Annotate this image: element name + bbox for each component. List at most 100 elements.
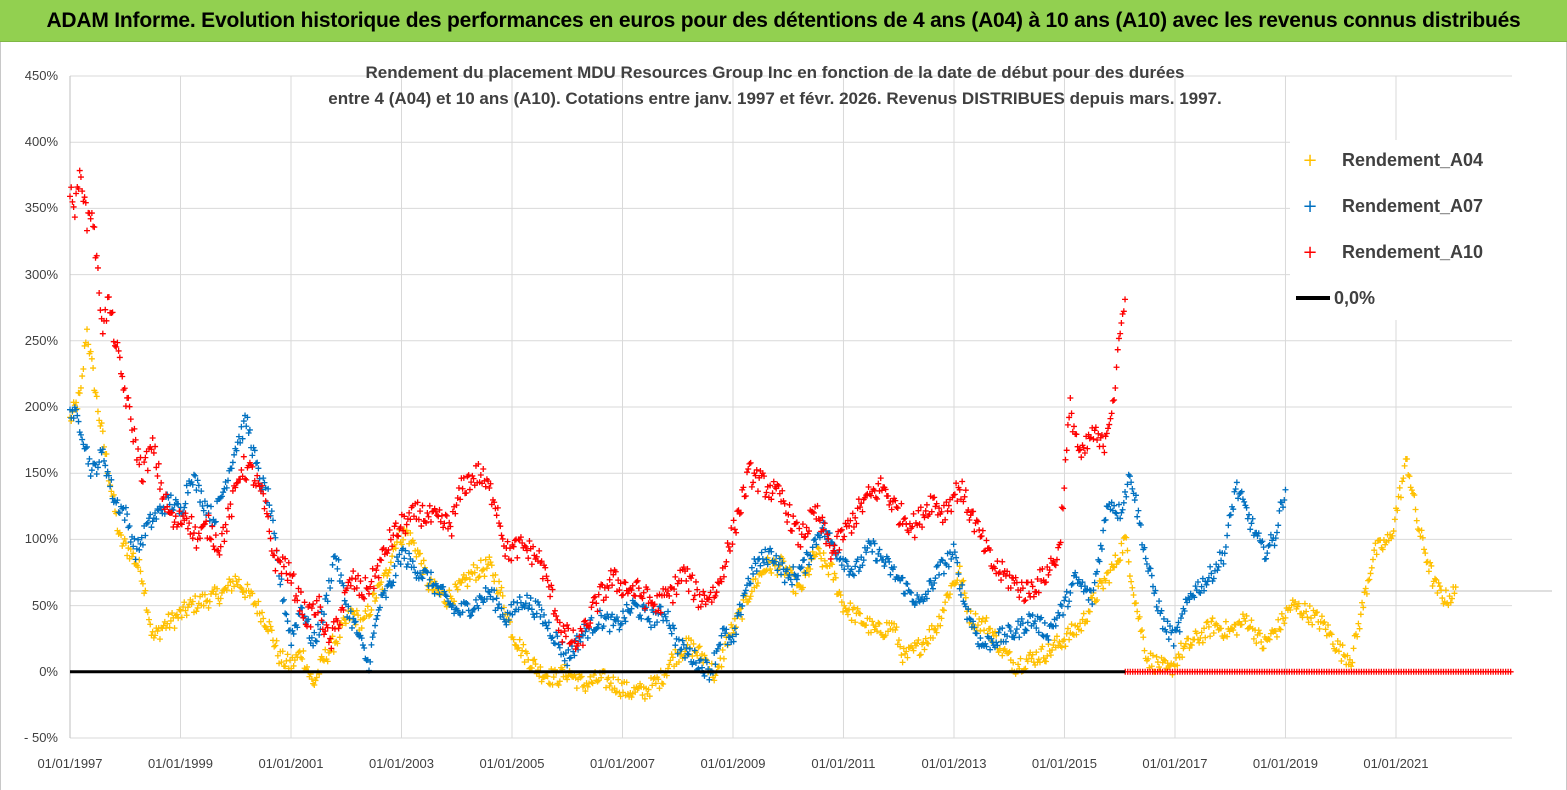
rendement_a07-point (197, 499, 204, 506)
rendement_a04-point (836, 588, 843, 595)
rendement_a07-point (761, 559, 768, 566)
rendement_a07-point (1237, 489, 1244, 496)
rendement_a07-point (869, 548, 876, 555)
rendement_a04-point (93, 393, 100, 400)
rendement_a07-point (98, 449, 105, 456)
rendement_a10-point (207, 536, 214, 543)
rendement_a04-point (1421, 546, 1428, 553)
rendement_a10-point (436, 506, 443, 513)
rendement_a10-point (232, 484, 239, 491)
rendement_a07-point (864, 544, 871, 551)
rendement_a04-point (225, 582, 232, 589)
rendement_a10-point (205, 512, 212, 519)
rendement_a04-point (322, 646, 329, 653)
rendement_a10-point (184, 525, 191, 532)
rendement_a07-point (124, 511, 131, 518)
rendement_a10-point (744, 469, 751, 476)
rendement_a07-point (860, 557, 867, 564)
rendement_a07-point (672, 642, 679, 649)
rendement_a10-point (810, 509, 817, 516)
rendement_a07-point (1072, 569, 1079, 576)
rendement_a04-point (564, 676, 571, 683)
rendement_a10-point (496, 520, 503, 527)
rendement_a04-point (475, 574, 482, 581)
rendement_a07-point (189, 481, 196, 488)
rendement_a04-point (1129, 584, 1136, 591)
rendement_a07-point (966, 615, 973, 622)
rendement_a07-point (182, 500, 189, 507)
rendement_a04-point (1118, 540, 1125, 547)
rendement_a07-point (1255, 530, 1262, 537)
rendement_a04-point (188, 601, 195, 608)
rendement_a10-point (684, 565, 691, 572)
rendement_a04-point (821, 557, 828, 564)
rendement_a04-point (1436, 583, 1443, 590)
rendement_a04-point (164, 620, 171, 627)
x-tick-label: 01/01/2001 (258, 756, 324, 771)
rendement_a07-point (1225, 522, 1232, 529)
rendement_a04-point (1368, 564, 1375, 571)
rendement_a10-point (921, 514, 928, 521)
rendement_a10-point (666, 592, 673, 599)
rendement_a07-point (240, 418, 247, 425)
rendement_a10-point (392, 520, 399, 527)
rendement_a10-point (102, 306, 109, 313)
rendement_a10-point (1108, 410, 1115, 417)
rendement_a04-point (342, 620, 349, 627)
x-tick-label: 01/01/2003 (368, 756, 435, 771)
rendement_a04-point (1290, 601, 1297, 608)
rendement_a07-point (742, 587, 749, 594)
rendement_a07-point (793, 576, 800, 583)
legend-item-zero: 0,0% (1290, 286, 1375, 310)
rendement_a07-point (1063, 588, 1070, 595)
rendement_a07-point (706, 676, 713, 683)
rendement_a10-point (848, 529, 855, 536)
rendement_a04-point (1113, 561, 1120, 568)
rendement_a10-point (308, 605, 315, 612)
rendement_a04-point (815, 545, 822, 552)
rendement_a07-point (278, 576, 285, 583)
rendement_a10-point (691, 592, 698, 599)
rendement_a04-point (237, 584, 244, 591)
rendement_a07-point (1273, 529, 1280, 536)
rendement_a07-point (1118, 509, 1125, 516)
rendement_a07-point (830, 541, 837, 548)
rendement_a10-point (99, 330, 106, 337)
rendement_a10-point (441, 520, 448, 527)
rendement_a10-point (521, 542, 528, 549)
rendement_a10-point (172, 513, 179, 520)
rendement_a04-point (87, 348, 94, 355)
rendement_a10-point (498, 532, 505, 539)
rendement_a10-point (81, 194, 88, 201)
rendement_a07-point (538, 606, 545, 613)
rendement_a07-point (734, 612, 741, 619)
rendement_a07-point (1122, 488, 1129, 495)
rendement_a07-point (682, 654, 689, 661)
rendement_a10-point (118, 370, 125, 377)
rendement_a07-point (335, 556, 342, 563)
rendement_a10-point (317, 604, 324, 611)
rendement_a07-point (188, 479, 195, 486)
rendement_a07-point (855, 568, 862, 575)
rendement_a07-point (1207, 563, 1214, 570)
rendement_a10-point (135, 446, 142, 453)
rendement_a10-point (578, 628, 585, 635)
rendement_a04-point (1136, 613, 1143, 620)
rendement_a07-point (250, 444, 257, 451)
rendement_a04-point (1102, 577, 1109, 584)
rendement_a10-point (277, 559, 284, 566)
rendement_a07-point (244, 414, 251, 421)
rendement_a10-point (651, 601, 658, 608)
rendement_a10-point (334, 617, 341, 624)
rendement_a07-point (912, 599, 919, 606)
rendement_a04-point (530, 657, 537, 664)
rendement_a10-point (898, 500, 905, 507)
rendement_a10-point (759, 470, 766, 477)
rendement_a10-point (786, 501, 793, 508)
rendement_a07-point (618, 620, 625, 627)
rendement_a04-point (754, 580, 761, 587)
rendement_a04-point (942, 599, 949, 606)
rendement_a07-point (496, 601, 503, 608)
rendement_a10-point (284, 577, 291, 584)
rendement_a07-point (294, 624, 301, 631)
